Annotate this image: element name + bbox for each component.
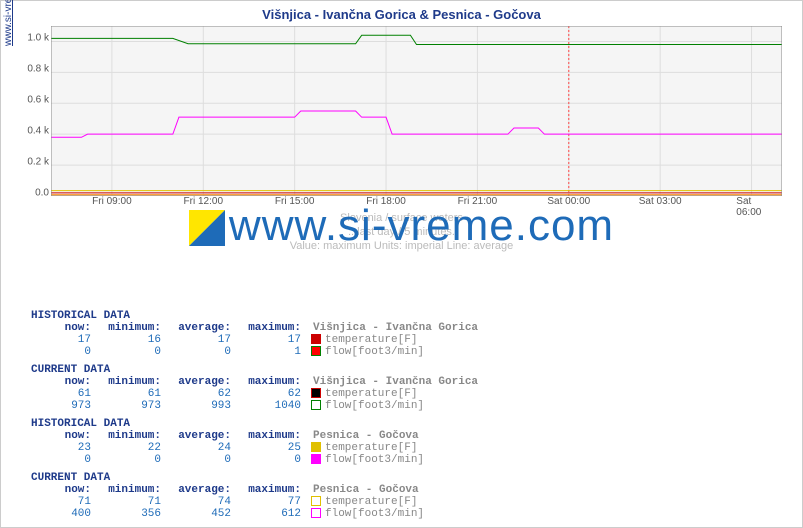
x-axis: Fri 09:00 Fri 12:00 Fri 15:00 Fri 18:00 Fri … (51, 196, 782, 210)
table-section-header: CURRENT DATA (31, 472, 802, 484)
legend-swatch (311, 442, 321, 452)
legend-swatch (311, 400, 321, 410)
table-columns: now:minimum: average:maximum: Pesnica - … (31, 484, 802, 496)
table-section-header: CURRENT DATA (31, 364, 802, 376)
table-row: 00 00 flow[foot3/min] (31, 454, 802, 466)
metric-label: temperature[F] (325, 334, 417, 346)
table-columns: now:minimum: average:maximum: Pesnica - … (31, 430, 802, 442)
x-tick: Fri 09:00 (92, 196, 131, 207)
table-section-header: HISTORICAL DATA (31, 310, 802, 322)
legend-swatch (311, 388, 321, 398)
metric-label: flow[foot3/min] (325, 346, 424, 358)
y-axis: 0.00.2 k0.4 k0.6 k0.8 k1.0 k (23, 23, 49, 193)
legend-swatch (311, 496, 321, 506)
table-row: 400356 452612 flow[foot3/min] (31, 508, 802, 520)
metric-label: flow[foot3/min] (325, 454, 424, 466)
table-row: 973973 9931040 flow[foot3/min] (31, 400, 802, 412)
x-tick: Fri 21:00 (458, 196, 497, 207)
line-chart (51, 26, 782, 196)
table-row: 00 01 flow[foot3/min] (31, 346, 802, 358)
table-columns: now:minimum: average:maximum: Višnjica -… (31, 376, 802, 388)
x-tick: Fri 15:00 (275, 196, 314, 207)
chart-title: Višnjica - Ivančna Gorica & Pesnica - Go… (1, 1, 802, 26)
x-tick: Sat 00:00 (547, 196, 590, 207)
metric-label: flow[foot3/min] (325, 508, 424, 520)
table-row: 1716 1717 temperature[F] (31, 334, 802, 346)
subtitle-line: :: last day / 5 minutes. (1, 226, 802, 238)
x-tick: Sat 06:00 (736, 196, 766, 218)
table-row: 6161 6262 temperature[F] (31, 388, 802, 400)
y-tick: 0.0 (35, 188, 49, 199)
subtitle-line: Slovenia / surface waters (1, 212, 802, 224)
legend-swatch (311, 334, 321, 344)
metric-label: temperature[F] (325, 442, 417, 454)
y-tick: 0.4 k (27, 126, 49, 137)
metric-label: temperature[F] (325, 388, 417, 400)
table-columns: now:minimum: average:maximum: Višnjica -… (31, 322, 802, 334)
y-tick: 0.6 k (27, 95, 49, 106)
metric-label: flow[foot3/min] (325, 400, 424, 412)
legend-swatch (311, 454, 321, 464)
x-tick: Sat 03:00 (639, 196, 682, 207)
legend-swatch (311, 508, 321, 518)
ylabel-link[interactable]: www.si-vreme.com (3, 0, 14, 46)
data-tables: HISTORICAL DATA now:minimum: average:max… (31, 310, 802, 520)
chart-area (51, 26, 782, 196)
legend-swatch (311, 346, 321, 356)
table-section-header: HISTORICAL DATA (31, 418, 802, 430)
table-row: 7171 7477 temperature[F] (31, 496, 802, 508)
y-tick: 0.8 k (27, 64, 49, 75)
y-tick: 1.0 k (27, 33, 49, 44)
y-tick: 0.2 k (27, 157, 49, 168)
x-tick: Fri 12:00 (184, 196, 223, 207)
subtitle-line: Value: maximum Units: imperial Line: ave… (1, 240, 802, 252)
x-tick: Fri 18:00 (366, 196, 405, 207)
metric-label: temperature[F] (325, 496, 417, 508)
table-row: 2322 2425 temperature[F] (31, 442, 802, 454)
